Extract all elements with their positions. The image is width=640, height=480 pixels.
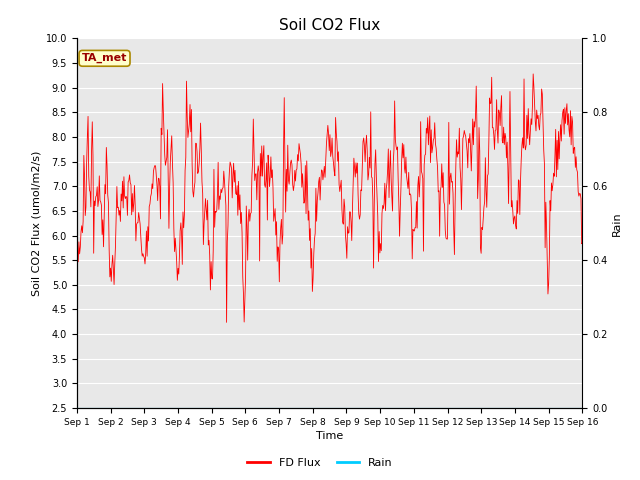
Title: Soil CO2 Flux: Soil CO2 Flux	[279, 18, 380, 33]
Y-axis label: Soil CO2 Flux (umol/m2/s): Soil CO2 Flux (umol/m2/s)	[31, 151, 42, 296]
Y-axis label: Rain: Rain	[612, 211, 621, 236]
Text: TA_met: TA_met	[82, 53, 127, 63]
Legend: FD Flux, Rain: FD Flux, Rain	[243, 453, 397, 472]
X-axis label: Time: Time	[316, 431, 343, 441]
